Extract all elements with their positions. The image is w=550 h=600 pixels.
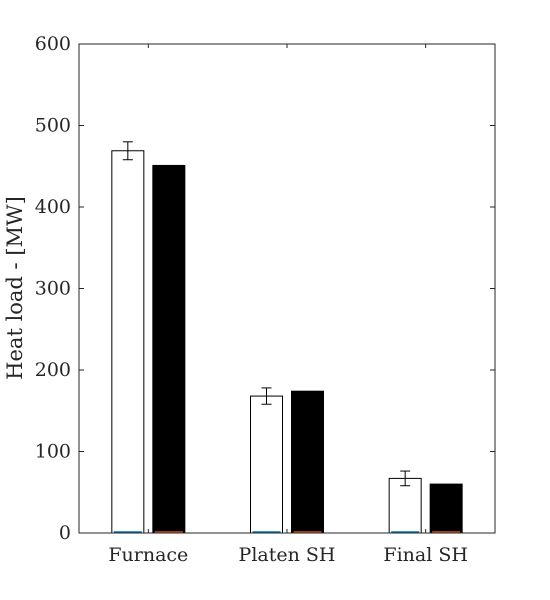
y-tick-label: 300 [35, 278, 71, 300]
plot-frame [78, 43, 496, 534]
bar-1-final-sh [388, 477, 422, 534]
y-tick-label: 100 [35, 441, 71, 463]
bar-2-furnace [152, 164, 186, 534]
x-tick-label: Platen SH [239, 544, 336, 566]
y-axis-title: Heat load - [MW] [3, 196, 27, 380]
x-tick-label: Furnace [108, 544, 188, 566]
x-tick-label: Final SH [383, 544, 468, 566]
y-tick-label: 600 [35, 33, 71, 55]
y-tick-label: 0 [59, 522, 71, 544]
y-tick-label: 400 [35, 196, 71, 218]
y-tick-label: 200 [35, 359, 71, 381]
axes-layer: Furnace Platen SH Final SH 0 100 200 300 400 500… [35, 33, 496, 566]
bar-2-final-sh [429, 483, 463, 534]
y-tick-label: 500 [35, 115, 71, 137]
bar-1-platen-sh [250, 395, 283, 534]
bar-2-platen-sh [291, 390, 324, 534]
bars-layer [111, 141, 463, 534]
bar-1-furnace [111, 150, 145, 534]
